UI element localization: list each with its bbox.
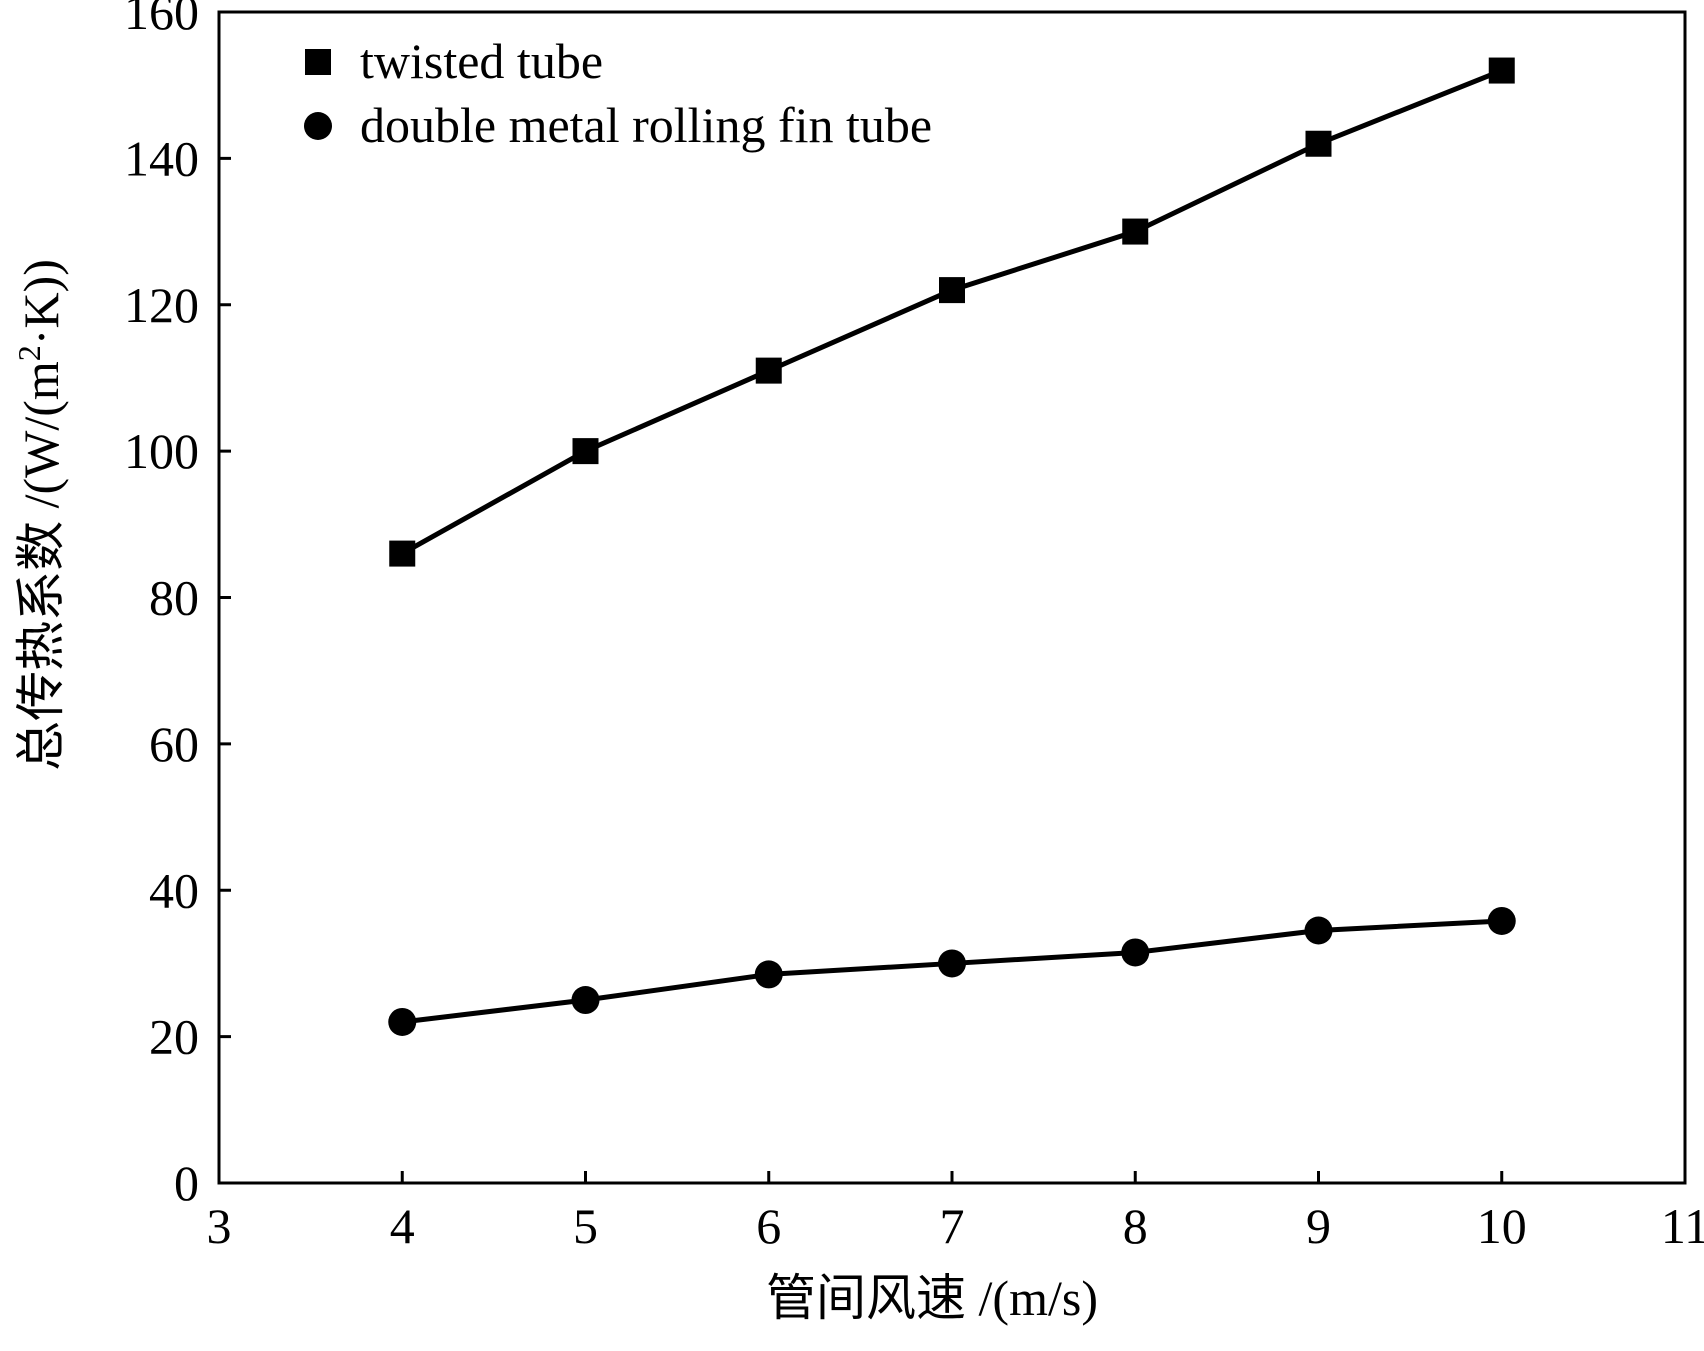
y-tick-label: 20 (149, 1009, 199, 1065)
x-tick-label: 3 (207, 1198, 232, 1254)
plot-frame (217, 10, 1687, 1185)
x-tick-label: 11 (1661, 1198, 1704, 1254)
data-point-circle (1487, 906, 1516, 935)
x-tick-label: 6 (756, 1198, 781, 1254)
x-tick-label: 8 (1123, 1198, 1148, 1254)
data-point-square (389, 540, 416, 567)
legend-square-icon (305, 49, 331, 75)
y-tick-label: 120 (124, 277, 199, 333)
data-point-square (1488, 57, 1515, 84)
data-point-circle (1304, 916, 1333, 945)
data-point-circle (1121, 938, 1150, 967)
y-tick-label: 80 (149, 570, 199, 626)
y-axis-title: 总传热系数 /(W/(m2·K)) (11, 259, 69, 771)
legend-circle-icon (304, 112, 332, 140)
ticks-layer: 3 4 5 6 7 8 9 10 11 0 20 40 60 80 100 120 140 160 (124, 0, 1704, 1254)
data-point-circle (388, 1007, 417, 1036)
data-point-square (939, 277, 965, 304)
data-point-circle (754, 960, 783, 989)
x-tick-label: 7 (940, 1198, 965, 1254)
data-point-circle (938, 949, 966, 978)
y-tick-label: 160 (124, 0, 199, 40)
data-point-square (572, 438, 599, 465)
y-tick-label: 100 (124, 423, 199, 479)
x-tick-label: 5 (573, 1198, 598, 1254)
x-tick-label: 9 (1306, 1198, 1331, 1254)
data-point-circle (571, 986, 600, 1015)
series-layer (388, 57, 1516, 1036)
data-point-square (755, 357, 782, 384)
data-point-square (1122, 218, 1149, 245)
x-tick-label: 10 (1477, 1198, 1527, 1254)
y-axis-title-superscript: 2 (11, 345, 47, 361)
legend-label: double metal rolling fin tube (360, 97, 932, 153)
x-tick-label: 4 (390, 1198, 415, 1254)
y-tick-label: 140 (124, 130, 199, 186)
y-axis-title-end: ·K)) (13, 259, 69, 345)
legend-label: twisted tube (360, 33, 603, 89)
x-axis-title: 管间风速 /(m/s) (766, 1270, 1098, 1326)
legend: twisted tube double metal rolling fin tub… (304, 33, 932, 153)
y-tick-label: 0 (174, 1155, 199, 1211)
y-axis-title-main: 总传热系数 /(W/(m (13, 361, 69, 771)
data-point-square (1305, 130, 1332, 157)
y-tick-label: 40 (149, 862, 199, 918)
y-tick-label: 60 (149, 716, 199, 772)
